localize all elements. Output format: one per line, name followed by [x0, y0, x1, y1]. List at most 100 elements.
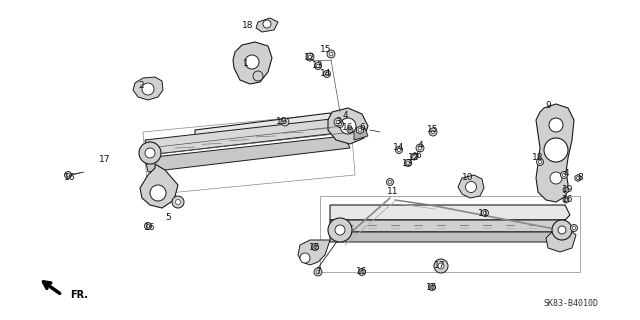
- Text: 7: 7: [315, 268, 321, 276]
- Circle shape: [416, 144, 424, 152]
- Circle shape: [306, 53, 314, 61]
- Text: 4: 4: [563, 170, 569, 179]
- Circle shape: [145, 148, 155, 158]
- Text: 18: 18: [532, 154, 544, 163]
- Circle shape: [147, 224, 150, 228]
- Text: 16: 16: [563, 196, 573, 204]
- Circle shape: [328, 218, 352, 242]
- Circle shape: [549, 118, 563, 132]
- Text: 4: 4: [342, 110, 348, 119]
- Polygon shape: [546, 228, 576, 252]
- Circle shape: [339, 123, 342, 125]
- Circle shape: [483, 212, 486, 215]
- Text: 6: 6: [415, 150, 421, 159]
- Text: 10: 10: [462, 173, 474, 182]
- Circle shape: [314, 245, 317, 249]
- Circle shape: [431, 285, 433, 289]
- Circle shape: [406, 161, 410, 164]
- Polygon shape: [328, 108, 368, 144]
- Text: 6: 6: [359, 124, 365, 132]
- Polygon shape: [233, 42, 272, 84]
- Circle shape: [335, 225, 345, 235]
- Polygon shape: [330, 220, 570, 232]
- Circle shape: [570, 225, 577, 231]
- Circle shape: [142, 83, 154, 95]
- Circle shape: [564, 199, 567, 201]
- Text: 14: 14: [320, 68, 332, 77]
- Circle shape: [550, 172, 562, 184]
- Text: 16: 16: [356, 268, 368, 276]
- Polygon shape: [356, 126, 364, 134]
- Circle shape: [544, 138, 568, 162]
- Polygon shape: [298, 240, 330, 265]
- Circle shape: [263, 20, 271, 28]
- Text: 13: 13: [312, 61, 324, 70]
- Text: 11: 11: [478, 209, 490, 218]
- Text: 14: 14: [394, 143, 404, 153]
- Circle shape: [431, 130, 435, 134]
- Text: 18: 18: [243, 20, 253, 29]
- Polygon shape: [412, 153, 418, 159]
- Text: 16: 16: [342, 124, 354, 132]
- Polygon shape: [133, 77, 163, 100]
- Text: 12: 12: [304, 52, 316, 61]
- Text: 1: 1: [243, 59, 249, 68]
- Text: 17: 17: [435, 260, 445, 269]
- Circle shape: [329, 52, 333, 56]
- Circle shape: [388, 180, 392, 184]
- Text: 12: 12: [408, 153, 420, 162]
- Text: 16: 16: [309, 243, 321, 252]
- Text: 15: 15: [428, 125, 439, 134]
- Circle shape: [281, 118, 289, 126]
- Polygon shape: [195, 113, 338, 145]
- Circle shape: [337, 121, 344, 127]
- Circle shape: [172, 196, 184, 208]
- Circle shape: [572, 227, 575, 229]
- Circle shape: [150, 185, 166, 201]
- Text: FR.: FR.: [70, 290, 88, 300]
- Circle shape: [563, 173, 566, 177]
- Circle shape: [558, 226, 566, 234]
- Text: 19: 19: [276, 117, 288, 126]
- Circle shape: [314, 62, 321, 69]
- Circle shape: [67, 173, 70, 177]
- Circle shape: [429, 284, 435, 291]
- Circle shape: [327, 50, 335, 58]
- Text: 11: 11: [387, 188, 399, 196]
- Text: 16: 16: [426, 283, 438, 292]
- Circle shape: [438, 263, 444, 269]
- Polygon shape: [458, 175, 484, 198]
- Circle shape: [347, 127, 353, 133]
- Circle shape: [563, 187, 569, 193]
- Polygon shape: [140, 164, 178, 208]
- Circle shape: [561, 172, 568, 179]
- Circle shape: [358, 268, 365, 276]
- Text: 3: 3: [335, 117, 341, 126]
- Text: 13: 13: [403, 159, 413, 169]
- Circle shape: [481, 210, 488, 217]
- Circle shape: [552, 220, 572, 240]
- Circle shape: [300, 253, 310, 263]
- Circle shape: [360, 270, 364, 274]
- Circle shape: [396, 147, 403, 154]
- Circle shape: [418, 146, 422, 150]
- Circle shape: [245, 55, 259, 69]
- Text: SK83-B4010D: SK83-B4010D: [543, 299, 598, 308]
- Circle shape: [145, 222, 152, 229]
- Circle shape: [411, 154, 417, 160]
- Circle shape: [538, 160, 541, 164]
- Circle shape: [175, 199, 180, 204]
- Text: 5: 5: [165, 212, 171, 221]
- Circle shape: [65, 172, 72, 179]
- Polygon shape: [145, 136, 350, 172]
- Circle shape: [312, 244, 319, 251]
- Polygon shape: [145, 118, 346, 155]
- Circle shape: [284, 120, 287, 124]
- Text: 9: 9: [545, 101, 551, 110]
- Circle shape: [316, 270, 320, 274]
- Text: 19: 19: [563, 186, 573, 195]
- Circle shape: [577, 176, 580, 180]
- Circle shape: [429, 128, 437, 136]
- Circle shape: [564, 189, 567, 191]
- Circle shape: [536, 158, 543, 165]
